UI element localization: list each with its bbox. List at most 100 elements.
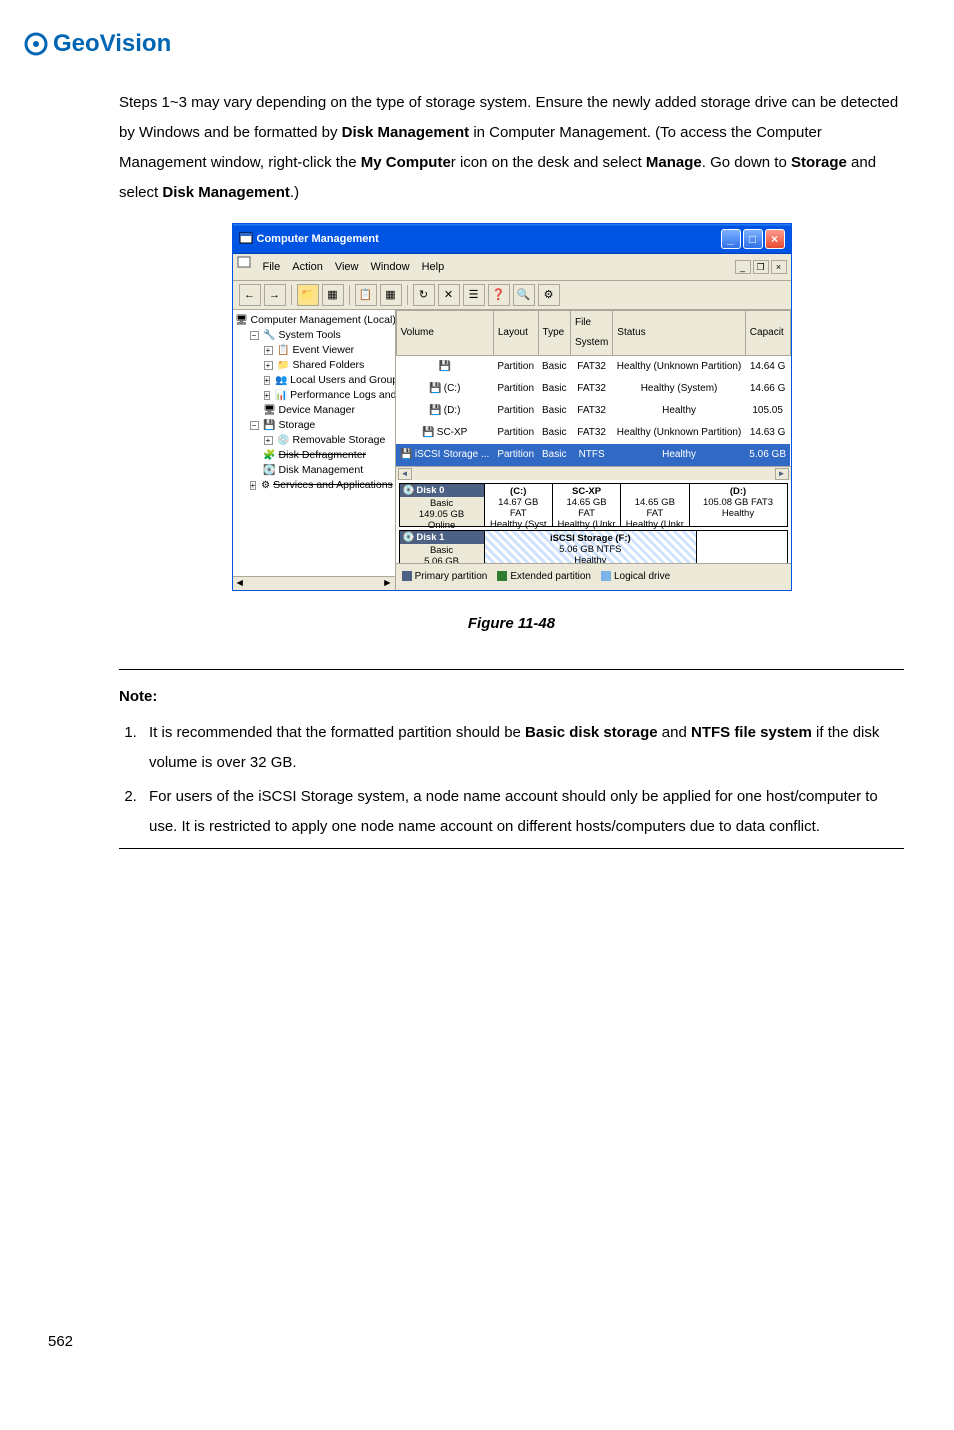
scan-button[interactable]: 🔍 [513,284,535,306]
expand-icon[interactable]: + [264,376,271,385]
tree-event[interactable]: +📋Event Viewer [236,343,392,358]
disk0-label: 💽Disk 0 Basic 149.05 GB Online [400,484,485,526]
expand-icon[interactable]: + [250,481,257,490]
tree-label: Disk Management [279,463,364,478]
col-status[interactable]: Status [613,311,746,356]
mdi-restore[interactable]: ❐ [753,260,769,274]
collapse-icon[interactable]: − [250,331,259,340]
expand-icon[interactable]: + [264,436,273,445]
col-volume[interactable]: Volume [396,311,493,356]
table-scrollbar[interactable]: ◄ ► [396,466,791,480]
disk1-row[interactable]: 💽Disk 1 Basic 5.06 GB Online iSCSI Stora… [399,530,788,563]
tree-removable[interactable]: +💿Removable Storage [236,433,392,448]
expand-icon[interactable]: + [264,361,273,370]
tree-scrollbar[interactable]: ◄ ► [233,576,395,590]
tree-storage[interactable]: −💾Storage [236,418,392,433]
menu-file[interactable]: File [263,256,281,278]
scroll-right-icon[interactable]: ► [382,573,392,590]
scroll-left-icon[interactable]: ◄ [235,573,245,590]
refresh-button[interactable]: ↻ [413,284,435,306]
tree-systools[interactable]: −🔧System Tools [236,328,392,343]
disk-type: Basic [404,498,480,509]
table-cell: 💾 iSCSI Storage ... [396,444,493,466]
disk0-row[interactable]: 💽Disk 0 Basic 149.05 GB Online (C:)14.67… [399,483,788,527]
tree-devmgr[interactable]: 🖥Device Manager [236,403,392,418]
table-row[interactable]: 💾 (C:)PartitionBasicFAT32Healthy (System… [396,378,790,400]
view2-button[interactable]: ▦ [380,284,402,306]
folder-up-button[interactable]: 📁 [297,284,319,306]
partition[interactable]: iSCSI Storage (F:)5.06 GB NTFSHealthy [485,531,698,563]
nav-forward-button[interactable]: → [264,284,286,306]
tree-users[interactable]: +👥Local Users and Groups [236,373,392,388]
menu-view[interactable]: View [335,256,359,278]
disk-icon: 💽 [403,485,415,496]
table-header-row: Volume Layout Type File System Status Ca… [396,311,790,356]
col-type[interactable]: Type [538,311,570,356]
table-row[interactable]: 💾 (D:)PartitionBasicFAT32Healthy105.05 [396,400,790,422]
table-cell: FAT32 [570,422,612,444]
table-row[interactable]: 💾 iSCSI Storage ...PartitionBasicNTFSHea… [396,444,790,466]
menu-help[interactable]: Help [422,256,445,278]
menu-window[interactable]: Window [370,256,409,278]
table-row[interactable]: 💾 PartitionBasicFAT32Healthy (Unknown Pa… [396,356,790,379]
tree-perf[interactable]: +📊Performance Logs and Alerts [236,388,392,403]
col-fs[interactable]: File System [570,311,612,356]
table-cell: Partition [493,444,538,466]
window-title: Computer Management [257,228,379,250]
view-button[interactable]: ▦ [322,284,344,306]
scroll-left-icon[interactable]: ◄ [398,468,412,480]
note-text: It is recommended that the formatted par… [149,724,525,741]
table-cell: 105.05 [745,400,790,422]
props-button[interactable]: ☰ [463,284,485,306]
maximize-button[interactable]: □ [743,229,763,249]
expand-icon[interactable]: + [264,391,271,400]
collapse-icon[interactable]: − [250,421,259,430]
properties-button[interactable]: 📋 [355,284,377,306]
disk-header: Disk 1 [416,532,444,543]
divider [119,848,904,849]
menubar: File Action View Window Help _ ❐ × [233,254,791,281]
col-capacity[interactable]: Capacit [745,311,790,356]
col-layout[interactable]: Layout [493,311,538,356]
minimize-button[interactable]: _ [721,229,741,249]
legend-primary: Primary partition [402,567,488,587]
mdi-close[interactable]: × [771,260,787,274]
figure-caption: Figure 11-48 [119,609,904,639]
note-bold: NTFS file system [691,724,812,741]
tree-services[interactable]: +⚙Services and Applications [236,478,392,493]
intro-bold-manage: Manage [646,154,702,171]
delete-button[interactable]: ✕ [438,284,460,306]
expand-icon[interactable]: + [264,346,273,355]
legend-label: Logical drive [614,571,670,582]
help-button[interactable]: ❓ [488,284,510,306]
table-cell: Basic [538,378,570,400]
tree-diskmgmt[interactable]: 💽Disk Management [236,463,392,478]
tree-label: Services and Applications [273,478,393,493]
partition[interactable]: (D:)105.08 GB FAT3Healthy [690,484,787,526]
legend-swatch [402,571,412,581]
tree-defrag[interactable]: 🧩Disk Defragmenter [236,448,392,463]
partition[interactable]: SC-XP14.65 GB FATHealthy (Unkr [553,484,621,526]
partition[interactable]: 14.65 GB FATHealthy (Unkr [621,484,689,526]
menu-action[interactable]: Action [292,256,323,278]
scroll-right-icon[interactable]: ► [775,468,789,480]
tree-shared[interactable]: +📁Shared Folders [236,358,392,373]
page-number: 562 [48,1333,73,1350]
settings-button[interactable]: ⚙ [538,284,560,306]
titlebar[interactable]: Computer Management _ □ × [233,224,791,254]
table-cell: 💾 (C:) [396,378,493,400]
table-row[interactable]: 💾 SC-XPPartitionBasicFAT32Healthy (Unkno… [396,422,790,444]
intro-bold-diskmgmt: Disk Management [342,124,470,141]
note-bold: Basic disk storage [525,724,658,741]
partition[interactable]: (C:)14.67 GB FATHealthy (Syst [485,484,553,526]
tree-label: Removable Storage [293,433,386,448]
legend-swatch [601,571,611,581]
table-cell: Healthy [613,400,746,422]
tree-label: Storage [279,418,316,433]
table-cell: FAT32 [570,356,612,379]
note-heading: Note: [119,682,904,712]
close-button[interactable]: × [765,229,785,249]
tree-root[interactable]: 🖥Computer Management (Local) [236,313,392,328]
mdi-minimize[interactable]: _ [735,260,751,274]
nav-back-button[interactable]: ← [239,284,261,306]
